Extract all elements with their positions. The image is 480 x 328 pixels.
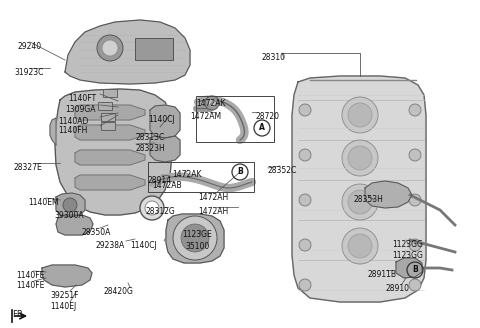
Polygon shape: [75, 105, 145, 120]
Text: 1140FE: 1140FE: [16, 281, 44, 290]
Text: 28420G: 28420G: [103, 287, 133, 296]
Circle shape: [409, 239, 421, 251]
Circle shape: [299, 149, 311, 161]
Circle shape: [145, 201, 159, 215]
Circle shape: [409, 279, 421, 291]
Text: 1472AM: 1472AM: [190, 112, 221, 121]
Circle shape: [342, 184, 378, 220]
Polygon shape: [150, 105, 180, 138]
Text: 1140CJ: 1140CJ: [148, 115, 175, 124]
Text: 28914: 28914: [148, 176, 172, 185]
Text: 39251F: 39251F: [50, 291, 79, 300]
Circle shape: [299, 239, 311, 251]
Circle shape: [409, 149, 421, 161]
Circle shape: [299, 194, 311, 206]
Circle shape: [97, 35, 123, 61]
Polygon shape: [55, 89, 172, 215]
Polygon shape: [396, 258, 422, 278]
Text: 28720: 28720: [256, 112, 280, 121]
Circle shape: [102, 40, 118, 56]
Circle shape: [342, 228, 378, 264]
Text: 1472AH: 1472AH: [198, 193, 228, 202]
Circle shape: [181, 224, 209, 252]
Polygon shape: [50, 118, 56, 145]
Text: 28323H: 28323H: [136, 144, 166, 153]
Text: 1140EM: 1140EM: [28, 198, 59, 207]
Bar: [148, 162, 254, 192]
Circle shape: [208, 99, 216, 107]
Polygon shape: [56, 193, 85, 217]
Text: 28910: 28910: [386, 284, 410, 293]
Text: 1140FE: 1140FE: [16, 271, 44, 280]
Circle shape: [342, 97, 378, 133]
Text: 28313C: 28313C: [136, 133, 165, 142]
Bar: [98, 102, 112, 110]
Text: 1123GG: 1123GG: [392, 240, 423, 249]
Polygon shape: [75, 125, 145, 140]
Circle shape: [63, 198, 77, 212]
Circle shape: [342, 140, 378, 176]
Text: 1140CJ: 1140CJ: [130, 241, 157, 250]
Text: A: A: [259, 124, 265, 133]
Text: 28312G: 28312G: [145, 207, 175, 216]
Circle shape: [348, 146, 372, 170]
Circle shape: [140, 196, 164, 220]
Text: 28353H: 28353H: [354, 195, 384, 204]
Text: 1140FT: 1140FT: [68, 94, 96, 103]
Polygon shape: [166, 214, 224, 263]
Text: 1140AD: 1140AD: [58, 117, 88, 126]
Text: B: B: [412, 265, 418, 275]
Text: 1472AK: 1472AK: [172, 170, 202, 179]
Text: 1472AH: 1472AH: [198, 207, 228, 216]
Text: FR.: FR.: [12, 310, 25, 319]
Text: 1309GA: 1309GA: [65, 105, 96, 114]
Text: 1472AK: 1472AK: [196, 99, 226, 108]
Text: 28352C: 28352C: [268, 166, 297, 175]
Bar: [103, 89, 117, 97]
Text: 28350A: 28350A: [82, 228, 111, 237]
Circle shape: [348, 234, 372, 258]
Polygon shape: [56, 215, 93, 235]
Polygon shape: [365, 181, 412, 208]
Polygon shape: [65, 20, 190, 84]
Polygon shape: [292, 76, 426, 302]
Circle shape: [299, 104, 311, 116]
Polygon shape: [42, 265, 92, 287]
Text: 1123GE: 1123GE: [182, 230, 212, 239]
Text: 35100: 35100: [185, 242, 209, 251]
Text: 28327E: 28327E: [14, 163, 43, 172]
Bar: [101, 122, 115, 130]
Text: B: B: [237, 168, 243, 176]
Text: 1123GG: 1123GG: [392, 251, 423, 260]
Circle shape: [348, 190, 372, 214]
Circle shape: [348, 103, 372, 127]
Text: 29238A: 29238A: [96, 241, 125, 250]
Text: 39300A: 39300A: [54, 211, 84, 220]
Polygon shape: [150, 136, 180, 162]
Circle shape: [205, 96, 219, 110]
Text: 31923C: 31923C: [14, 68, 43, 77]
Text: 28911B: 28911B: [368, 270, 397, 279]
Text: 1140EJ: 1140EJ: [50, 302, 76, 311]
Polygon shape: [75, 150, 145, 165]
Circle shape: [409, 104, 421, 116]
Text: 1472AB: 1472AB: [152, 181, 181, 190]
Bar: [196, 96, 274, 142]
Text: 28310: 28310: [262, 53, 286, 62]
Circle shape: [173, 216, 217, 260]
Circle shape: [299, 279, 311, 291]
Text: 1140FH: 1140FH: [58, 126, 87, 135]
Polygon shape: [75, 175, 145, 190]
Bar: [135, 38, 173, 60]
Bar: [101, 113, 115, 121]
Circle shape: [409, 194, 421, 206]
Text: 29240: 29240: [18, 42, 42, 51]
